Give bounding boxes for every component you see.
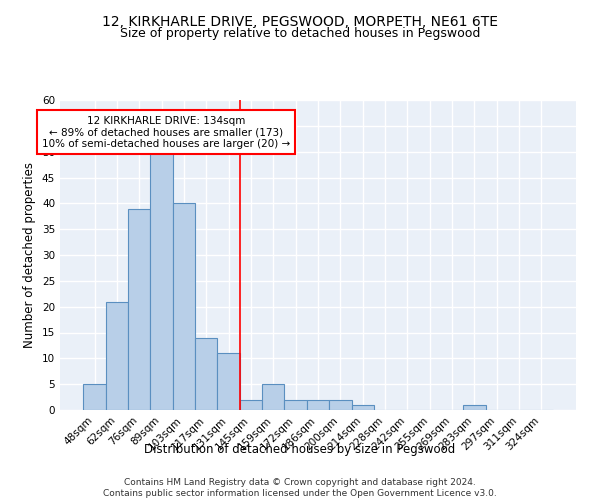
Bar xyxy=(173,204,195,410)
Bar xyxy=(307,400,329,410)
Bar xyxy=(352,405,374,410)
Bar xyxy=(240,400,262,410)
Y-axis label: Number of detached properties: Number of detached properties xyxy=(23,162,37,348)
Bar xyxy=(83,384,106,410)
Text: 12 KIRKHARLE DRIVE: 134sqm
← 89% of detached houses are smaller (173)
10% of sem: 12 KIRKHARLE DRIVE: 134sqm ← 89% of deta… xyxy=(42,116,290,148)
Bar xyxy=(106,302,128,410)
Bar xyxy=(463,405,485,410)
Text: Contains HM Land Registry data © Crown copyright and database right 2024.
Contai: Contains HM Land Registry data © Crown c… xyxy=(103,478,497,498)
Bar xyxy=(151,152,173,410)
Bar xyxy=(195,338,217,410)
Bar xyxy=(128,208,151,410)
Text: Distribution of detached houses by size in Pegswood: Distribution of detached houses by size … xyxy=(145,442,455,456)
Bar xyxy=(217,353,240,410)
Bar xyxy=(329,400,352,410)
Bar xyxy=(262,384,284,410)
Text: Size of property relative to detached houses in Pegswood: Size of property relative to detached ho… xyxy=(120,28,480,40)
Text: 12, KIRKHARLE DRIVE, PEGSWOOD, MORPETH, NE61 6TE: 12, KIRKHARLE DRIVE, PEGSWOOD, MORPETH, … xyxy=(102,15,498,29)
Bar xyxy=(284,400,307,410)
